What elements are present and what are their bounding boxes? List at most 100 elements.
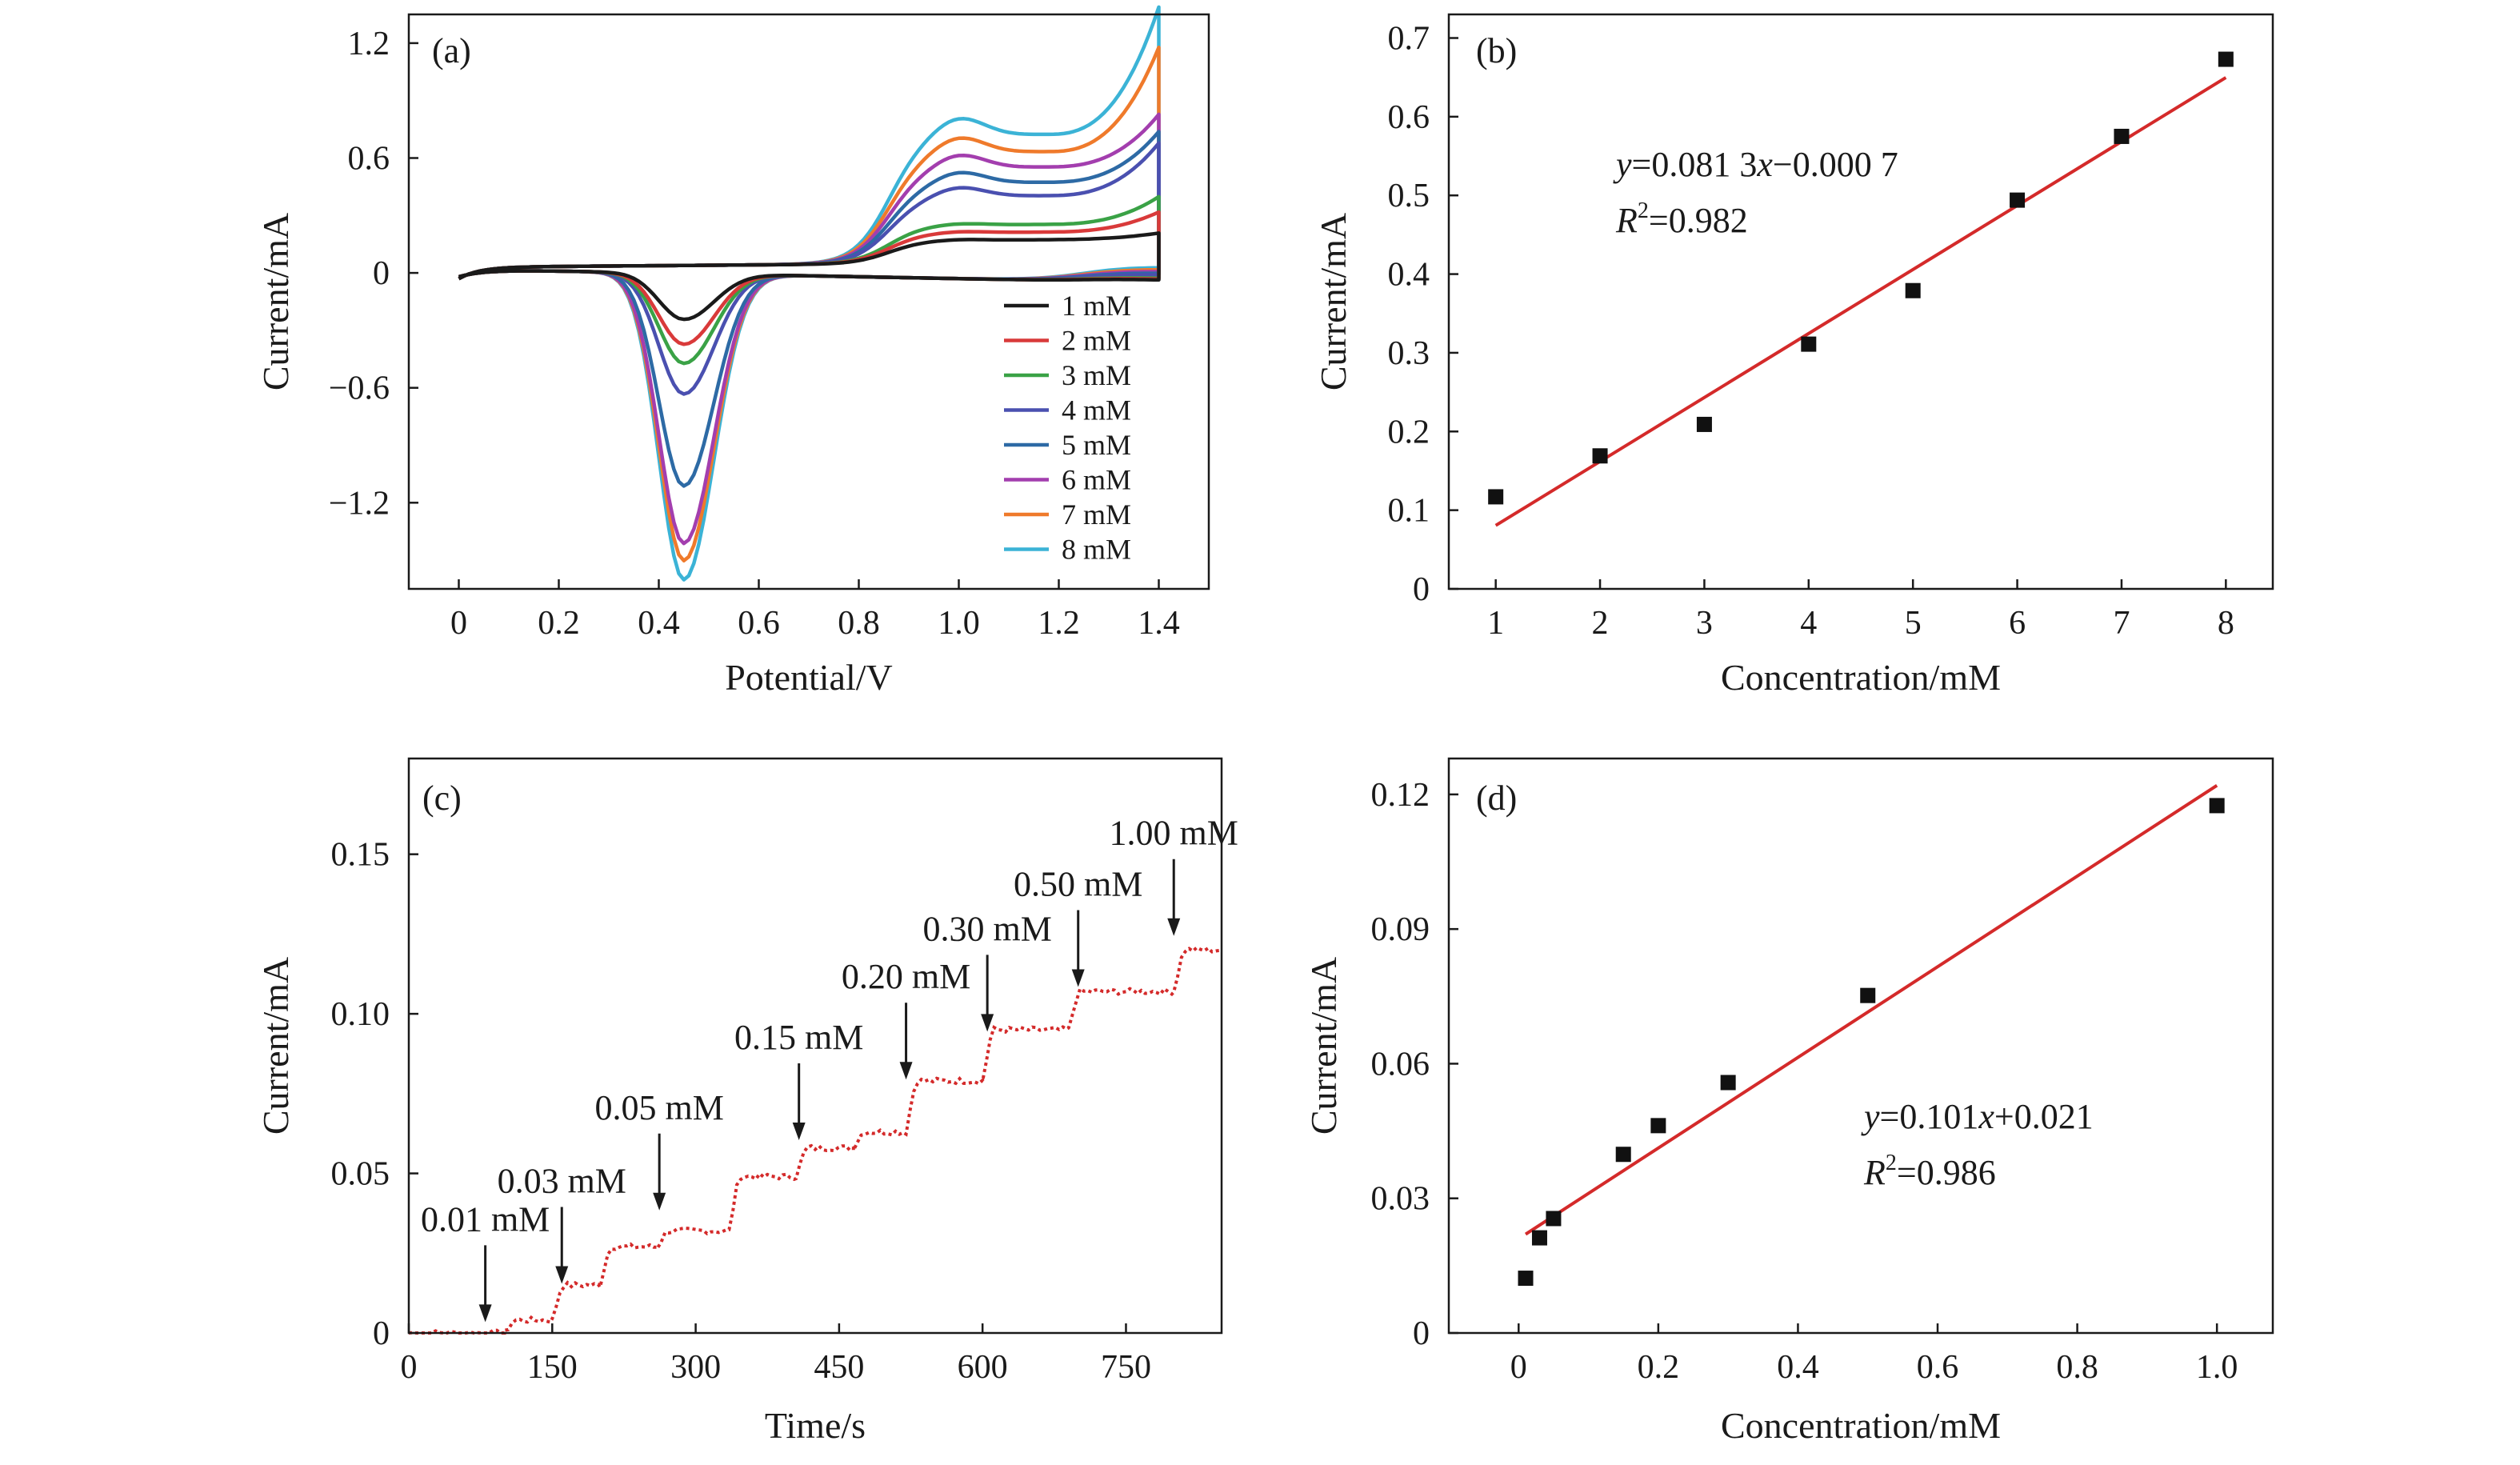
legend-entry: 7 mM xyxy=(1062,498,1131,530)
panel-d-r2: R2=0.986 xyxy=(1863,1151,1996,1192)
panel-b-fit xyxy=(1494,76,2227,527)
panel-b-label: (b) xyxy=(1476,31,1517,70)
x-tick-label: 1.2 xyxy=(1038,605,1080,642)
panel-b-ylabel: Current/mA xyxy=(1313,213,1354,390)
x-tick-label: 0 xyxy=(1510,1349,1527,1386)
panel-c-ticks: 0 150 300 450 600 750 0 0.05 0.10 0.15 xyxy=(331,837,1151,1386)
panel-d-xlabel: Concentration/mM xyxy=(1721,1405,2001,1446)
y-tick-label: 0.15 xyxy=(331,837,390,874)
x-tick-label: 3 xyxy=(1696,605,1713,642)
y-tick-label: 0.4 xyxy=(1388,257,1430,294)
y-tick-label: 0 xyxy=(373,1315,390,1352)
data-point xyxy=(1531,1230,1547,1246)
panel-a-legend: 1 mM2 mM3 mM4 mM5 mM6 mM7 mM 8 mM xyxy=(1004,290,1131,566)
addition-label: 0.20 mM xyxy=(842,957,970,996)
x-tick-label: 300 xyxy=(670,1349,721,1386)
y-tick-label: 0 xyxy=(1413,571,1430,608)
addition-arrow-head xyxy=(653,1192,666,1211)
panel-a-label: (a) xyxy=(432,31,471,70)
x-tick-label: 0.2 xyxy=(538,605,580,642)
legend-entry: 8 mM xyxy=(1062,534,1131,566)
y-tick-label: −0.6 xyxy=(329,370,390,407)
panel-b-xlabel: Concentration/mM xyxy=(1721,657,2001,698)
panel-a-xlabel: Potential/V xyxy=(725,657,893,698)
legend-entry: 4 mM xyxy=(1062,394,1131,426)
data-point xyxy=(1650,1118,1666,1134)
data-point xyxy=(1801,336,1817,352)
panel-b-points xyxy=(1488,51,2234,505)
y-tick-label: 0.09 xyxy=(1371,911,1430,948)
data-point xyxy=(1615,1147,1631,1163)
panel-c-xlabel: Time/s xyxy=(765,1405,866,1446)
addition-arrow-head xyxy=(478,1304,492,1323)
y-tick-label: 0.1 xyxy=(1388,493,1430,530)
panel-b: 1 2 3 4 5 6 7 8 0 0.1 0.2 0.3 0.4 0.5 0.6 0.7 (b) y=0.0… xyxy=(1313,13,2274,698)
x-tick-label: 1.4 xyxy=(1138,605,1180,642)
x-tick-label: 1.0 xyxy=(2196,1349,2238,1386)
x-tick-label: 0.6 xyxy=(1917,1349,1959,1386)
panel-b-r2: R2=0.982 xyxy=(1615,198,1748,240)
data-point xyxy=(1696,416,1712,432)
x-tick-label: 0 xyxy=(401,1349,418,1386)
legend-entry: 3 mM xyxy=(1062,359,1131,391)
panel-b-frame xyxy=(1447,13,2274,590)
x-tick-label: 5 xyxy=(1905,605,1922,642)
panel-a: 1 mM2 mM3 mM4 mM5 mM6 mM7 mM 8 mM 0 0.2 0.4… xyxy=(255,5,1210,698)
x-tick-label: 2 xyxy=(1592,605,1609,642)
y-tick-label: 0.3 xyxy=(1388,335,1430,372)
addition-arrow-head xyxy=(981,1014,994,1032)
panel-c-frame xyxy=(407,757,1223,1335)
panel-c-annotations: 0.01 mM0.03 mM 0.05 mM 0.15 mM 0.20 mM 0.30 … xyxy=(421,814,1238,1323)
y-tick-label: 0 xyxy=(1413,1315,1430,1352)
panel-d-ticks: 0 0.2 0.4 0.6 0.8 1.0 0 0.03 0.06 0.09 0.12 xyxy=(1371,777,2238,1386)
x-tick-label: 1.0 xyxy=(938,605,980,642)
y-tick-label: 0.2 xyxy=(1388,414,1430,450)
y-tick-label: 0.10 xyxy=(331,996,390,1033)
x-tick-label: 0.4 xyxy=(1777,1349,1819,1386)
x-tick-label: 450 xyxy=(814,1349,864,1386)
y-tick-label: 1.2 xyxy=(348,26,390,62)
panel-c: 0.01 mM0.03 mM 0.05 mM 0.15 mM 0.20 mM 0.30 … xyxy=(255,757,1238,1446)
data-point xyxy=(2010,192,2026,208)
y-tick-label: 0.03 xyxy=(1371,1181,1430,1218)
y-tick-label: 0.6 xyxy=(1388,99,1430,136)
addition-arrow-head xyxy=(792,1123,806,1141)
data-point xyxy=(1720,1075,1736,1091)
x-tick-label: 0 xyxy=(450,605,467,642)
data-point xyxy=(2209,798,2225,814)
data-point xyxy=(1546,1211,1562,1227)
y-tick-label: 0.7 xyxy=(1388,21,1430,58)
addition-arrow-head xyxy=(899,1062,913,1080)
panel-d-frame xyxy=(1447,757,2274,1335)
x-tick-label: 8 xyxy=(2218,605,2234,642)
panel-d-equation: y=0.101x+0.021 xyxy=(1861,1097,2094,1136)
x-tick-label: 0.8 xyxy=(2056,1349,2098,1386)
x-tick-label: 600 xyxy=(958,1349,1008,1386)
panel-a-frame xyxy=(407,13,1210,590)
panel-c-series xyxy=(408,946,1220,1335)
cv-curve-8mm xyxy=(458,5,1161,582)
panel-c-label: (c) xyxy=(422,779,462,818)
legend-entry: 6 mM xyxy=(1062,464,1131,496)
panel-a-series xyxy=(458,5,1161,582)
panel-d: 0 0.2 0.4 0.6 0.8 1.0 0 0.03 0.06 0.09 0.12 (d) y=… xyxy=(1303,757,2274,1446)
cv-curve-5mm xyxy=(458,130,1161,488)
panel-d-ylabel: Current/mA xyxy=(1303,957,1344,1135)
y-tick-label: 0 xyxy=(373,255,390,292)
addition-label: 0.01 mM xyxy=(421,1199,550,1239)
y-tick-label: 0.5 xyxy=(1388,178,1430,214)
panel-d-label: (d) xyxy=(1476,779,1517,818)
amperometric-trace xyxy=(408,946,1220,1335)
panel-b-equation: y=0.081 3x−0.000 7 xyxy=(1613,145,1898,184)
addition-arrow-head xyxy=(1167,918,1181,936)
y-tick-label: 0.12 xyxy=(1371,777,1430,814)
panel-d-points xyxy=(1518,798,2225,1287)
data-point xyxy=(1518,1271,1534,1287)
x-tick-label: 0.2 xyxy=(1638,1349,1680,1386)
panel-c-ylabel: Current/mA xyxy=(255,957,296,1135)
y-tick-label: 0.06 xyxy=(1371,1046,1430,1083)
fit-line xyxy=(1494,76,2227,527)
cv-curve-7mm xyxy=(458,45,1161,562)
y-tick-label: −1.2 xyxy=(329,485,390,522)
